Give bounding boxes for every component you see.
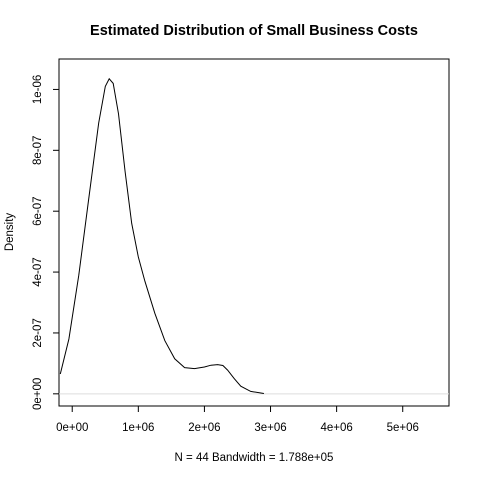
x-tick-label: 4e+06 <box>320 422 352 434</box>
density-curve <box>59 77 264 394</box>
chart-title: Estimated Distribution of Small Business… <box>90 23 418 39</box>
x-axis: 0e+00 1e+06 2e+06 3e+06 4e+06 5e+06 <box>56 406 419 434</box>
y-tick-label: 8e-07 <box>32 136 44 165</box>
x-tick-label: 5e+06 <box>387 422 419 434</box>
y-tick-label: 6e-07 <box>32 196 44 225</box>
y-tick-label: 2e-07 <box>32 318 44 347</box>
y-tick-label: 0e+00 <box>32 378 44 410</box>
y-tick-label: 1e-06 <box>32 75 44 104</box>
x-tick-label: 2e+06 <box>188 422 220 434</box>
x-tick-label: 0e+00 <box>56 422 88 434</box>
x-tick-label: 1e+06 <box>122 422 154 434</box>
y-axis-label: Density <box>4 213 16 252</box>
plot-frame <box>58 58 450 407</box>
y-axis: 0e+00 2e-07 4e-07 6e-07 8e-07 1e-06 <box>32 75 59 410</box>
y-tick-label: 4e-07 <box>32 257 44 286</box>
x-tick-label: 3e+06 <box>254 422 286 434</box>
x-axis-label: N = 44 Bandwidth = 1.788e+05 <box>175 452 334 464</box>
